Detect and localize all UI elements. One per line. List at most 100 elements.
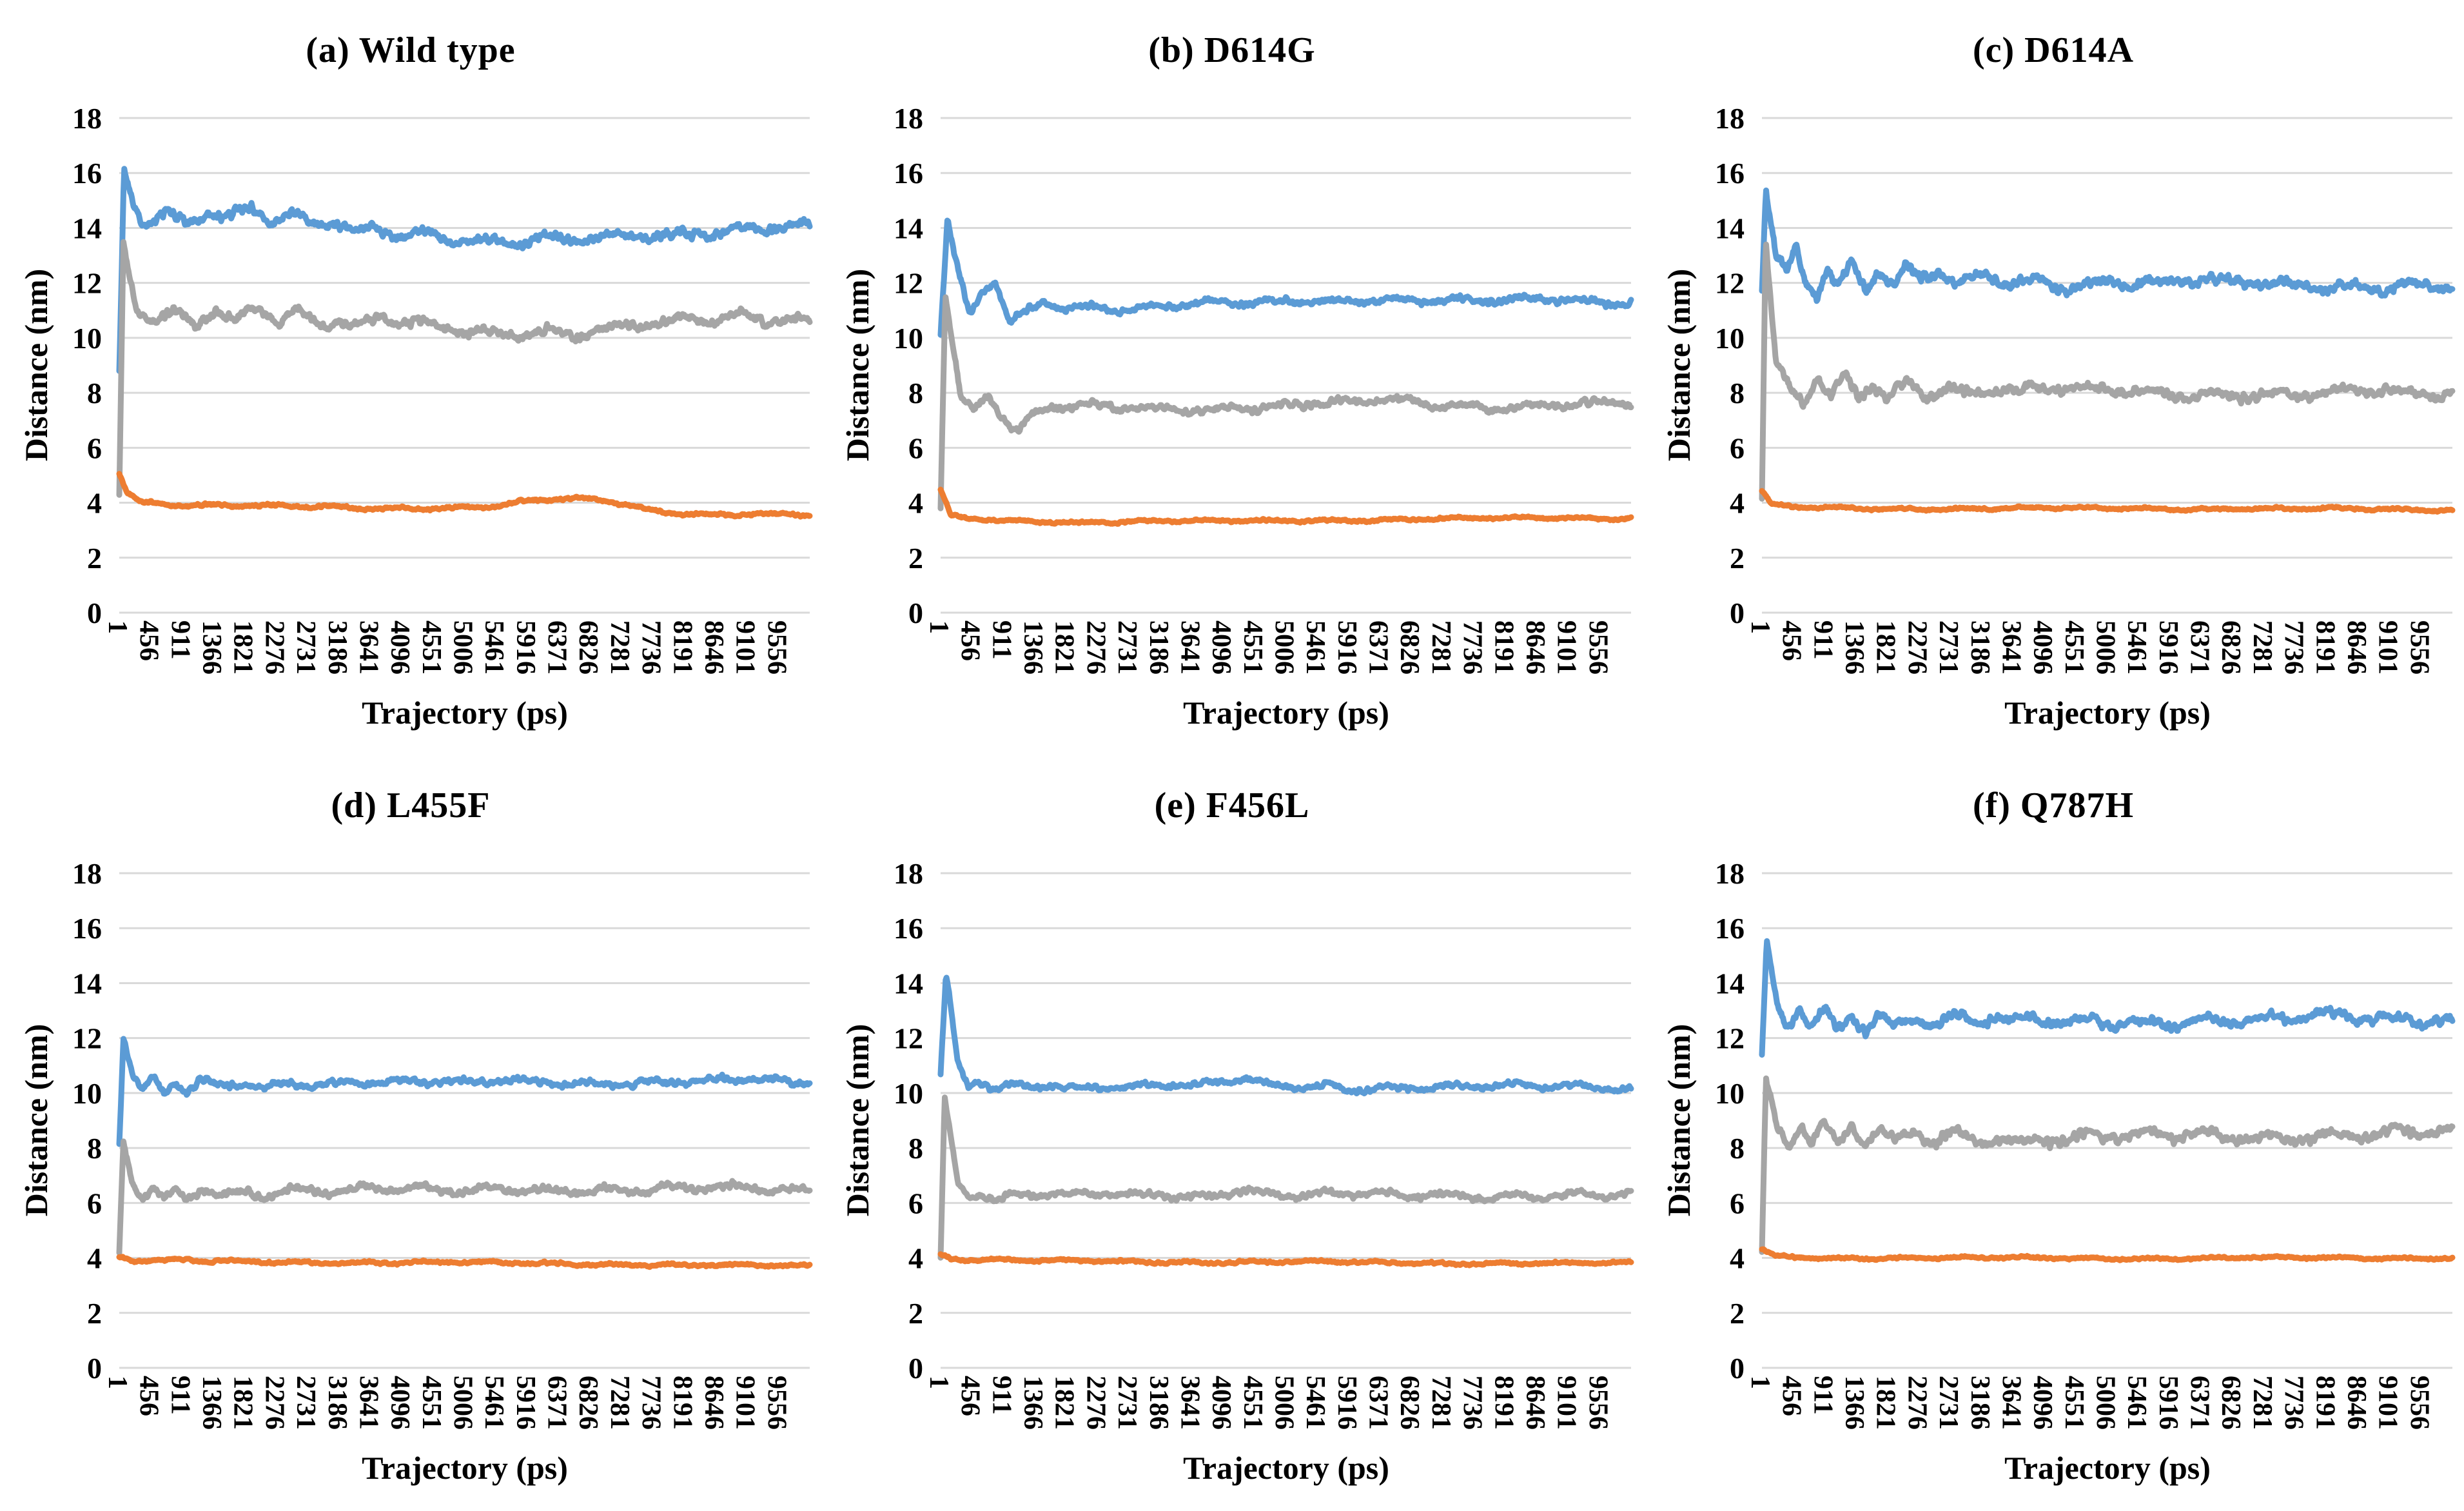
x-tick-label: 7281 xyxy=(1426,620,1456,675)
x-tick-label: 911 xyxy=(1808,620,1837,660)
series-line-gray xyxy=(1759,1075,2456,1255)
y-tick-label: 8 xyxy=(87,377,102,410)
y-tick-label: 14 xyxy=(894,967,923,1000)
x-tick-label: 8191 xyxy=(2310,620,2340,675)
x-tick-label: 6371 xyxy=(542,1376,572,1430)
x-tick-label: 9556 xyxy=(1583,1376,1612,1430)
series-line-orange xyxy=(116,1254,813,1270)
x-tick-label: 3186 xyxy=(1144,620,1173,675)
panel-title: (b) D614G xyxy=(1148,30,1316,70)
x-tick-label: 2731 xyxy=(1112,1376,1142,1430)
y-tick-label: 10 xyxy=(894,1077,923,1110)
series-line-blue xyxy=(1759,938,2456,1058)
x-tick-label: 8646 xyxy=(2342,620,2371,675)
x-tick-label: 1821 xyxy=(228,620,258,675)
x-tick-label: 6826 xyxy=(573,620,603,675)
y-tick-label: 14 xyxy=(72,967,102,1000)
x-tick-label: 3186 xyxy=(1965,1376,1995,1430)
x-tick-label: 4551 xyxy=(2059,1376,2089,1430)
y-tick-label: 10 xyxy=(72,1077,102,1110)
x-tick-label: 8646 xyxy=(1520,620,1550,675)
x-tick-label: 5006 xyxy=(2091,1376,2120,1430)
x-tick-label: 9101 xyxy=(2373,620,2403,675)
series-line-orange xyxy=(937,486,1634,527)
x-tick-label: 2276 xyxy=(1080,1376,1110,1430)
panel-title: (e) F456L xyxy=(1154,785,1310,825)
x-tick-label: 3641 xyxy=(1175,1376,1204,1430)
y-tick-label: 16 xyxy=(1715,912,1745,945)
panel-title: (c) D614A xyxy=(1972,30,2135,70)
x-tick-label: 5916 xyxy=(1332,620,1362,675)
series-line-blue xyxy=(1759,187,2456,304)
x-axis-label: Trajectory (ps) xyxy=(362,1450,568,1486)
series-line-gray xyxy=(937,1094,1634,1261)
y-tick-label: 18 xyxy=(1715,102,1745,135)
x-tick-label: 6826 xyxy=(573,1376,603,1430)
y-tick-label: 0 xyxy=(1730,1352,1745,1385)
x-axis-label: Trajectory (ps) xyxy=(2004,695,2211,731)
y-tick-label: 10 xyxy=(894,322,923,355)
x-tick-label: 9101 xyxy=(730,1376,760,1430)
panel-q787h: (f) Q787H Distance (nm) Trajectory (ps) … xyxy=(1643,755,2464,1511)
x-tick-label: 8646 xyxy=(2342,1376,2371,1430)
x-tick-label: 7736 xyxy=(2279,1376,2309,1430)
y-tick-label: 2 xyxy=(1730,542,1745,575)
x-tick-label: 4551 xyxy=(416,620,446,675)
x-tick-label: 8191 xyxy=(667,620,697,675)
x-tick-label: 5461 xyxy=(479,1376,509,1430)
x-tick-label: 1366 xyxy=(197,1376,226,1430)
x-tick-label: 4551 xyxy=(1238,620,1267,675)
x-tick-label: 1366 xyxy=(1839,1376,1869,1430)
x-tick-label: 2731 xyxy=(1933,620,1963,675)
series-line-orange xyxy=(1759,1246,2456,1263)
x-tick-label: 4096 xyxy=(2028,620,2057,675)
x-tick-label: 5916 xyxy=(1332,1376,1362,1430)
x-tick-label: 3641 xyxy=(353,620,383,675)
series-line-blue xyxy=(116,1036,813,1147)
series-line-blue xyxy=(937,974,1634,1096)
x-tick-label: 9556 xyxy=(1583,620,1612,675)
x-tick-label: 7281 xyxy=(605,1376,634,1430)
panel-f456l: (e) F456L Distance (nm) Trajectory (ps) … xyxy=(821,755,1643,1511)
y-tick-label: 18 xyxy=(894,102,923,135)
x-tick-label: 3186 xyxy=(322,1376,352,1430)
y-tick-label: 16 xyxy=(72,912,102,945)
x-tick-label: 9556 xyxy=(761,620,791,675)
x-tick-label: 911 xyxy=(986,1376,1016,1415)
y-tick-label: 0 xyxy=(1730,597,1745,629)
panel-wild-type: (a) Wild type Distance (nm) Trajectory (… xyxy=(0,0,821,755)
x-tick-label: 5461 xyxy=(1300,620,1330,675)
x-tick-label: 5916 xyxy=(2153,1376,2183,1430)
x-tick-label: 6826 xyxy=(1394,1376,1424,1430)
x-tick-label: 1821 xyxy=(1871,1376,1901,1430)
x-tick-label: 7281 xyxy=(605,620,634,675)
y-tick-label: 2 xyxy=(1730,1297,1745,1330)
series-line-blue xyxy=(116,166,813,374)
y-tick-label: 0 xyxy=(908,1352,923,1385)
y-tick-label: 2 xyxy=(908,1297,923,1330)
x-tick-label: 4096 xyxy=(385,620,415,675)
x-tick-label: 7281 xyxy=(2247,1376,2277,1430)
y-tick-label: 6 xyxy=(87,431,102,464)
x-tick-label: 456 xyxy=(955,1376,985,1416)
x-tick-label: 8646 xyxy=(1520,1376,1550,1430)
x-tick-label: 9101 xyxy=(1552,620,1581,675)
series-line-orange xyxy=(937,1251,1634,1269)
y-tick-label: 14 xyxy=(72,212,102,244)
y-tick-label: 16 xyxy=(1715,157,1745,190)
x-tick-label: 6826 xyxy=(1394,620,1424,675)
x-tick-label: 8646 xyxy=(699,620,728,675)
x-tick-label: 5006 xyxy=(448,620,478,675)
x-tick-label: 911 xyxy=(165,1376,195,1415)
y-tick-label: 4 xyxy=(87,1242,102,1275)
y-tick-label: 12 xyxy=(1715,267,1745,300)
x-tick-label: 6826 xyxy=(2216,620,2245,675)
panel-l455f: (d) L455F Distance (nm) Trajectory (ps) … xyxy=(0,755,821,1511)
x-tick-label: 6826 xyxy=(2216,1376,2245,1430)
chart-q787h: 0 2 4 6 8 10 12 14 16 18 1 456 911 1366 1821 2276 2731 31… xyxy=(1715,857,2456,1430)
y-tick-label: 2 xyxy=(87,542,102,575)
x-tick-label: 1821 xyxy=(228,1376,258,1430)
x-tick-label: 6371 xyxy=(2185,1376,2215,1430)
y-tick-label: 8 xyxy=(1730,1132,1745,1165)
x-tick-label: 2731 xyxy=(291,1376,320,1430)
